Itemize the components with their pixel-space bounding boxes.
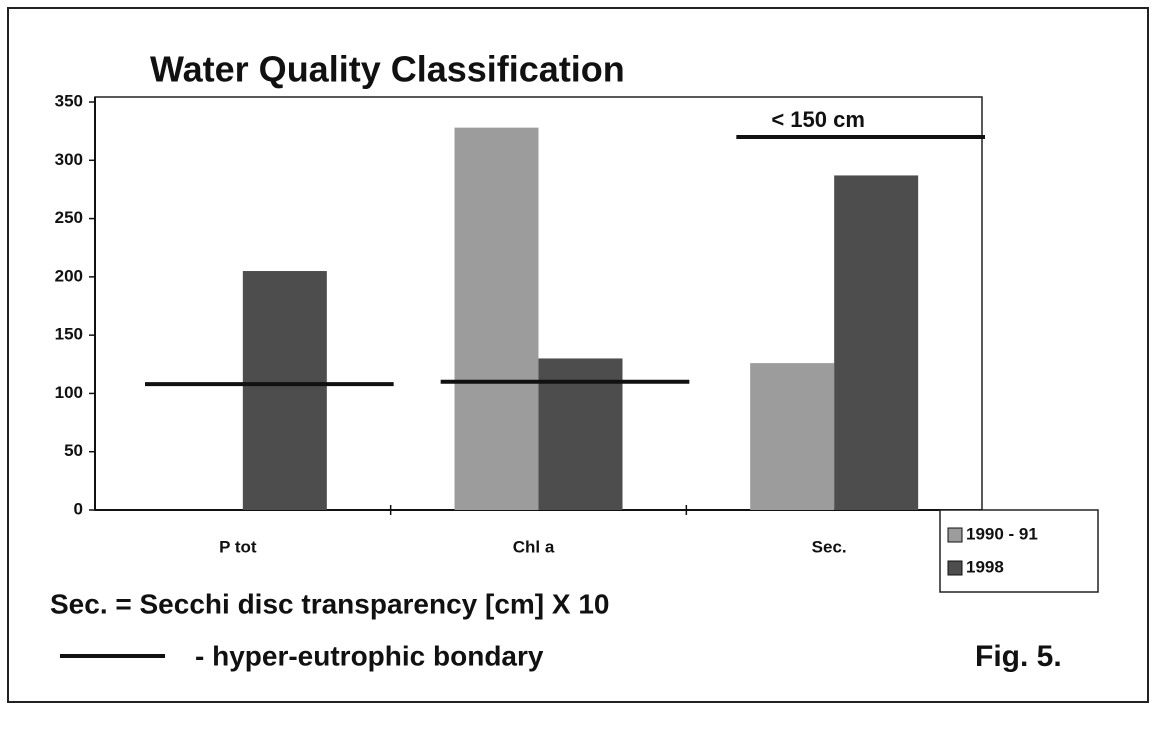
legend-swatch	[947, 527, 963, 543]
bar	[834, 175, 919, 510]
bar	[242, 271, 327, 510]
boundary-annotation: < 150 cm	[771, 107, 865, 132]
bar	[454, 127, 539, 510]
legend-label: 1998	[966, 557, 1004, 576]
legend-label: 1990 - 91	[966, 524, 1038, 543]
note: Sec. = Secchi disc transparency [cm] X 1…	[50, 588, 610, 619]
figure-label: Fig. 5.	[975, 640, 1062, 673]
y-tick-label: 200	[55, 266, 83, 285]
y-tick-label: 250	[55, 208, 83, 227]
chart-title: Water Quality Classification	[150, 49, 625, 90]
y-tick-label: 350	[55, 91, 83, 110]
legend-box	[939, 509, 1099, 593]
y-tick-label: 50	[64, 441, 83, 460]
note: - hyper-eutrophic bondary	[195, 640, 544, 671]
y-tick-label: 150	[55, 325, 83, 344]
bar	[750, 363, 835, 510]
x-tick-label: Sec.	[812, 537, 847, 556]
y-tick-label: 0	[74, 499, 83, 518]
x-tick-label: P tot	[219, 537, 257, 556]
outer-frame	[7, 7, 1149, 703]
legend-swatch	[947, 560, 963, 576]
y-tick-label: 100	[55, 383, 83, 402]
y-tick-label: 300	[55, 150, 83, 169]
x-tick-label: Chl a	[513, 537, 555, 556]
